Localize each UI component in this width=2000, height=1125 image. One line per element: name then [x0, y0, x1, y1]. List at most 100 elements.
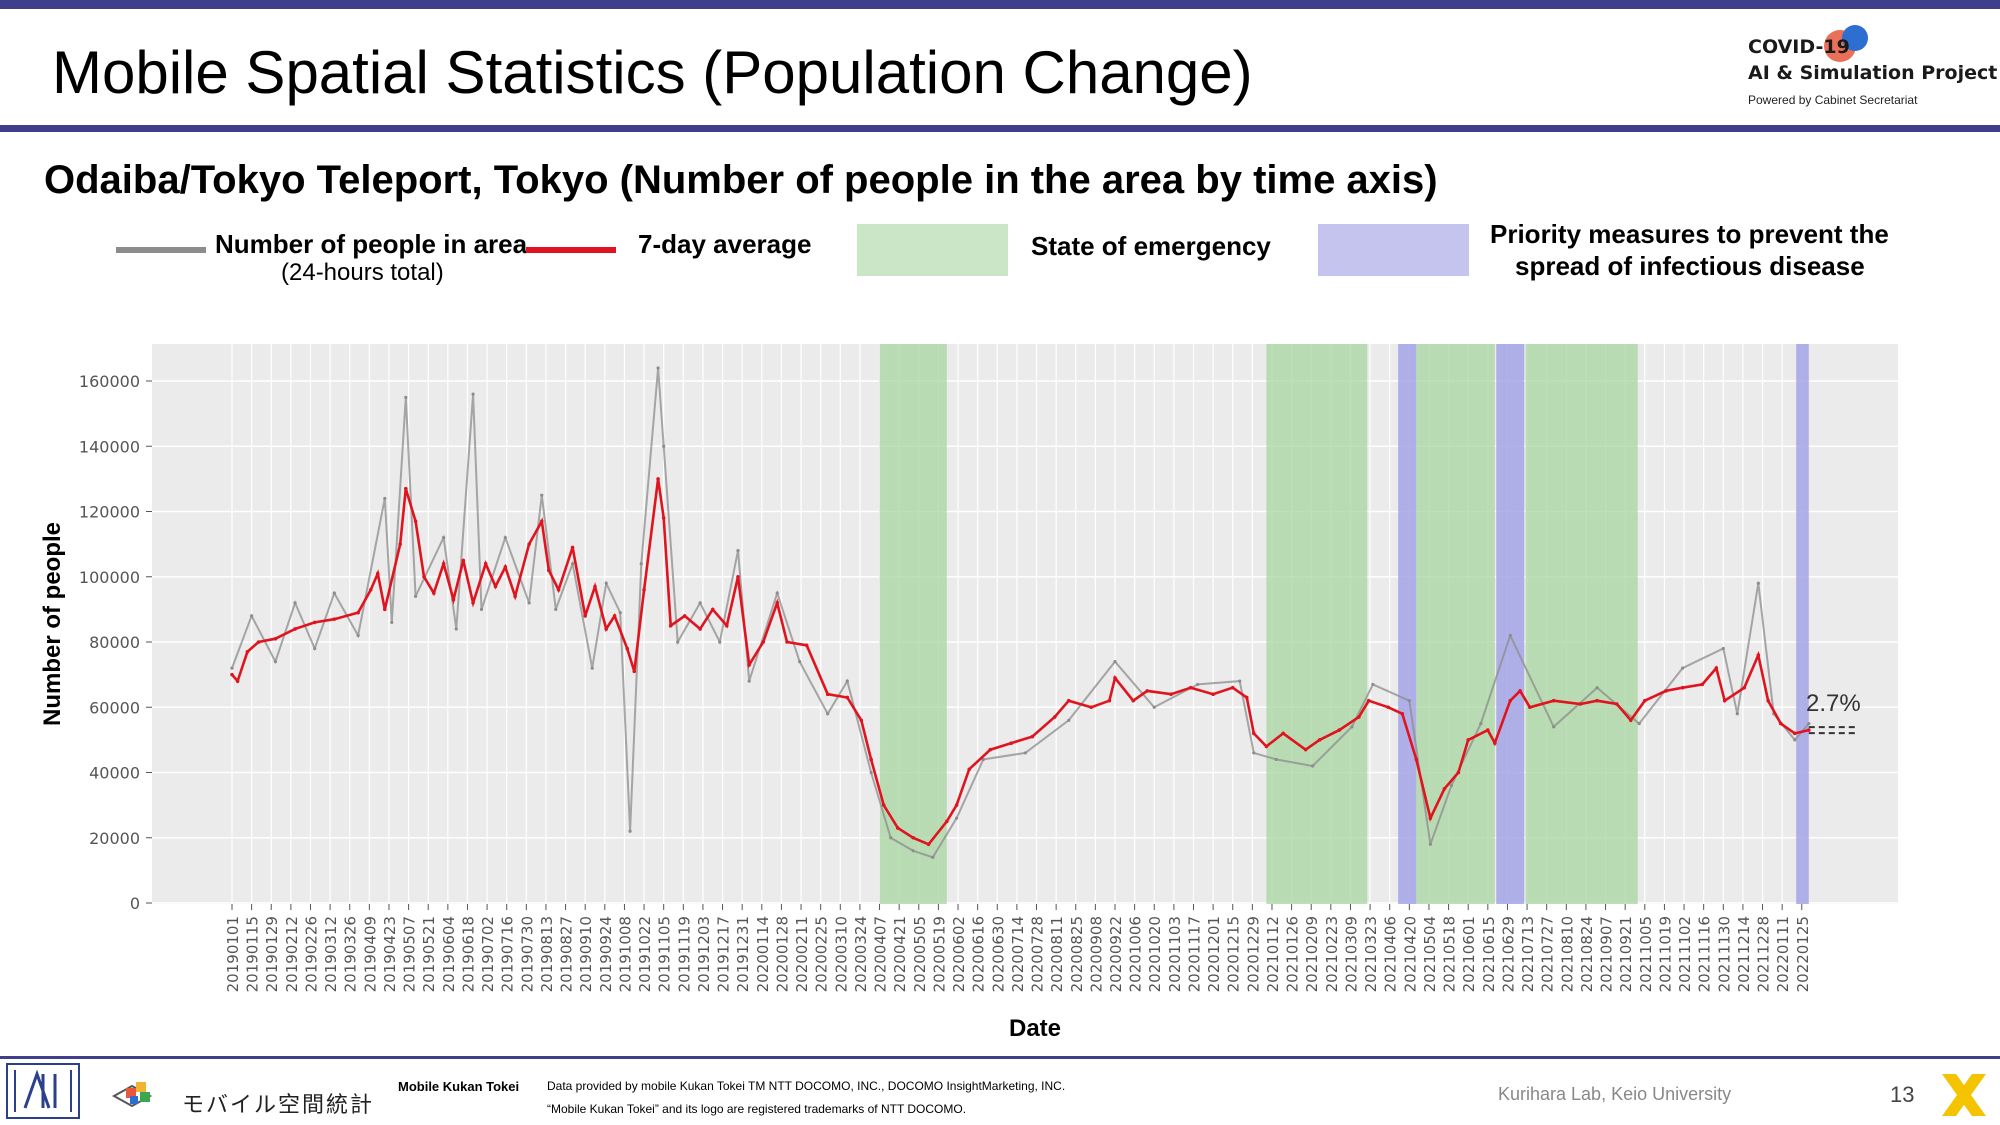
annotation-label: 2.7% [1806, 690, 1861, 717]
x-tick-label: 20210824 [1578, 916, 1596, 992]
x-tick-label: 20190226 [302, 916, 320, 992]
raw-point [1793, 738, 1797, 742]
x-tick-label: 20201229 [1244, 916, 1262, 992]
raw-point [471, 392, 475, 396]
avg-point [881, 803, 886, 807]
raw-point [1449, 783, 1453, 788]
x-tick-label: 20191008 [616, 916, 634, 992]
avg-point [1366, 698, 1371, 703]
avg-point [1578, 702, 1583, 706]
raw-point [628, 829, 632, 833]
population-chart: 2.7% 0 20000 40000 60000 80000 100000 120000 140… [39, 344, 1898, 1042]
x-tick-label: 20210601 [1460, 916, 1478, 992]
raw-point [1113, 659, 1117, 664]
avg-point [761, 640, 766, 644]
raw-point [826, 712, 830, 716]
footer-credit-2: “Mobile Kukan Tokei” and its logo are re… [547, 1102, 967, 1116]
raw-point [911, 849, 915, 853]
x-tick-label: 20201201 [1205, 916, 1223, 992]
x-tick-label: 20200211 [793, 916, 811, 992]
avg-point [1281, 731, 1285, 736]
avg-point [859, 718, 864, 723]
emergency-band [1525, 344, 1638, 904]
x-tick-label: 20220125 [1794, 916, 1812, 992]
x-tick-label: 20211019 [1656, 916, 1674, 992]
legend-raw-swatch [116, 247, 206, 253]
x-tick-label: 20200825 [1068, 916, 1086, 992]
y-tick-label: 120000 [79, 503, 140, 522]
avg-point [1251, 731, 1256, 736]
avg-point [1169, 692, 1173, 696]
avg-point [1030, 734, 1035, 739]
raw-point [736, 549, 740, 553]
y-tick-label: 60000 [89, 698, 140, 717]
avg-point [945, 819, 949, 824]
raw-point [718, 640, 722, 644]
footer-logo-text: モバイル空間統計 [182, 1092, 375, 1117]
avg-point [1528, 705, 1532, 710]
x-tick-label: 20190212 [283, 916, 301, 992]
x-tick-label: 20200128 [773, 916, 791, 992]
avg-point [911, 835, 915, 840]
raw-point [1807, 721, 1811, 726]
x-tick-label: 20200630 [989, 916, 1007, 992]
raw-point [931, 855, 935, 859]
legend-emergency-swatch [857, 224, 1008, 276]
raw-point [1311, 764, 1315, 768]
x-tick-label: 20190326 [342, 916, 360, 992]
avg-point [1493, 741, 1497, 745]
raw-point [845, 679, 849, 683]
avg-point [1317, 738, 1322, 742]
avg-point [988, 747, 993, 752]
x-tick-label: 20200616 [970, 916, 988, 992]
raw-point [676, 640, 680, 644]
raw-point [1152, 705, 1156, 709]
priority-band [1796, 344, 1809, 904]
avg-point [1107, 698, 1112, 703]
x-tick-label: 20210209 [1303, 916, 1321, 992]
x-tick-label: 20210223 [1323, 916, 1341, 992]
avg-point [451, 597, 456, 602]
x-tick-label: 20200225 [813, 916, 831, 992]
x-tick-label: 20190129 [263, 916, 281, 992]
brand-line-3: Powered by Cabinet Secretariat [1748, 93, 1918, 107]
avg-point [804, 643, 809, 648]
avg-point [256, 640, 261, 644]
avg-point [1643, 698, 1647, 703]
x-tick-label: 20211102 [1676, 916, 1694, 992]
raw-point [889, 836, 893, 840]
x-tick-label: 20190716 [499, 916, 517, 992]
avg-point [483, 561, 488, 566]
x-tick-label: 20190409 [361, 916, 379, 992]
legend-raw-sublabel: (24-hours total) [281, 259, 444, 286]
x-tick-label: 20190730 [518, 916, 536, 992]
x-tick-label: 20190618 [459, 916, 477, 992]
raw-point [698, 601, 702, 605]
raw-point [955, 816, 959, 820]
footer-lab: Kurihara Lab, Keio University [1498, 1084, 1732, 1104]
raw-point [383, 496, 387, 501]
x-tick-label: 20210921 [1617, 916, 1635, 992]
priority-band [1398, 344, 1417, 904]
avg-point [1113, 676, 1117, 680]
x-tick-label: 20200714 [1009, 916, 1027, 992]
top-accent-bar [0, 0, 2000, 9]
avg-point [332, 617, 337, 621]
x-tick-label: 20200505 [911, 916, 929, 992]
raw-point [1274, 757, 1278, 762]
raw-point [1023, 751, 1027, 755]
raw-point [442, 536, 446, 540]
avg-point [245, 649, 250, 654]
avg-point [1303, 747, 1308, 752]
raw-point [1735, 712, 1739, 716]
raw-point [250, 614, 254, 618]
avg-point [570, 545, 575, 550]
series-line-raw [231, 367, 1810, 859]
x-tick-label: 20190115 [244, 916, 262, 992]
avg-point [926, 842, 931, 847]
raw-point [1067, 718, 1071, 722]
legend-avg-label: 7-day average [638, 229, 812, 259]
x-tick-label: 20190312 [322, 916, 340, 992]
avg-point [1414, 757, 1419, 762]
raw-point [639, 562, 643, 566]
